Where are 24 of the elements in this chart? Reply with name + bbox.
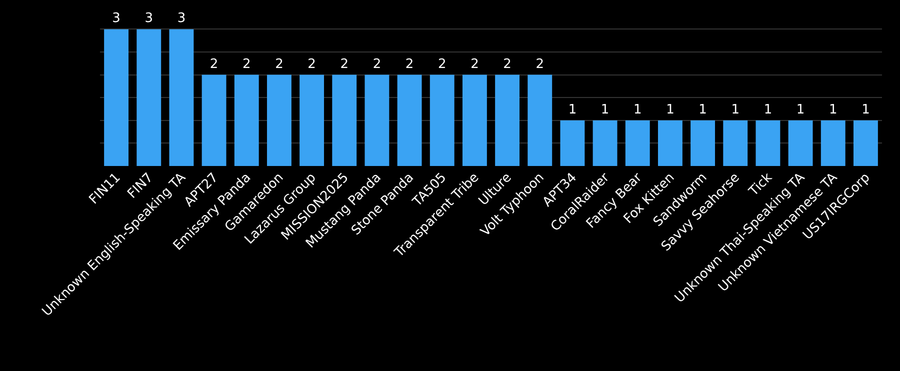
data-label: 2	[372, 56, 382, 72]
data-label: 1	[796, 102, 805, 118]
data-label: 2	[210, 56, 218, 72]
data-label: 1	[862, 102, 870, 118]
data-label: 1	[633, 102, 642, 118]
data-label: 1	[698, 102, 707, 118]
data-label: 2	[242, 56, 251, 72]
data-label: 2	[308, 56, 316, 72]
data-label: 2	[536, 56, 544, 72]
data-label: 3	[112, 11, 120, 26]
data-label: 2	[503, 56, 512, 72]
data-label: 1	[568, 102, 577, 118]
data-label: 1	[828, 102, 838, 118]
data-label: 2	[275, 56, 284, 72]
data-label: 2	[340, 56, 349, 72]
data-label: 2	[470, 56, 479, 72]
data-label: 1	[764, 102, 772, 118]
data-label: 1	[666, 102, 674, 118]
data-label: 2	[438, 56, 446, 72]
data-label: 2	[405, 56, 414, 72]
data-label: 3	[177, 11, 186, 26]
data-label: 3	[144, 11, 154, 26]
data-label: 1	[600, 102, 610, 118]
data-label: 1	[731, 102, 740, 118]
